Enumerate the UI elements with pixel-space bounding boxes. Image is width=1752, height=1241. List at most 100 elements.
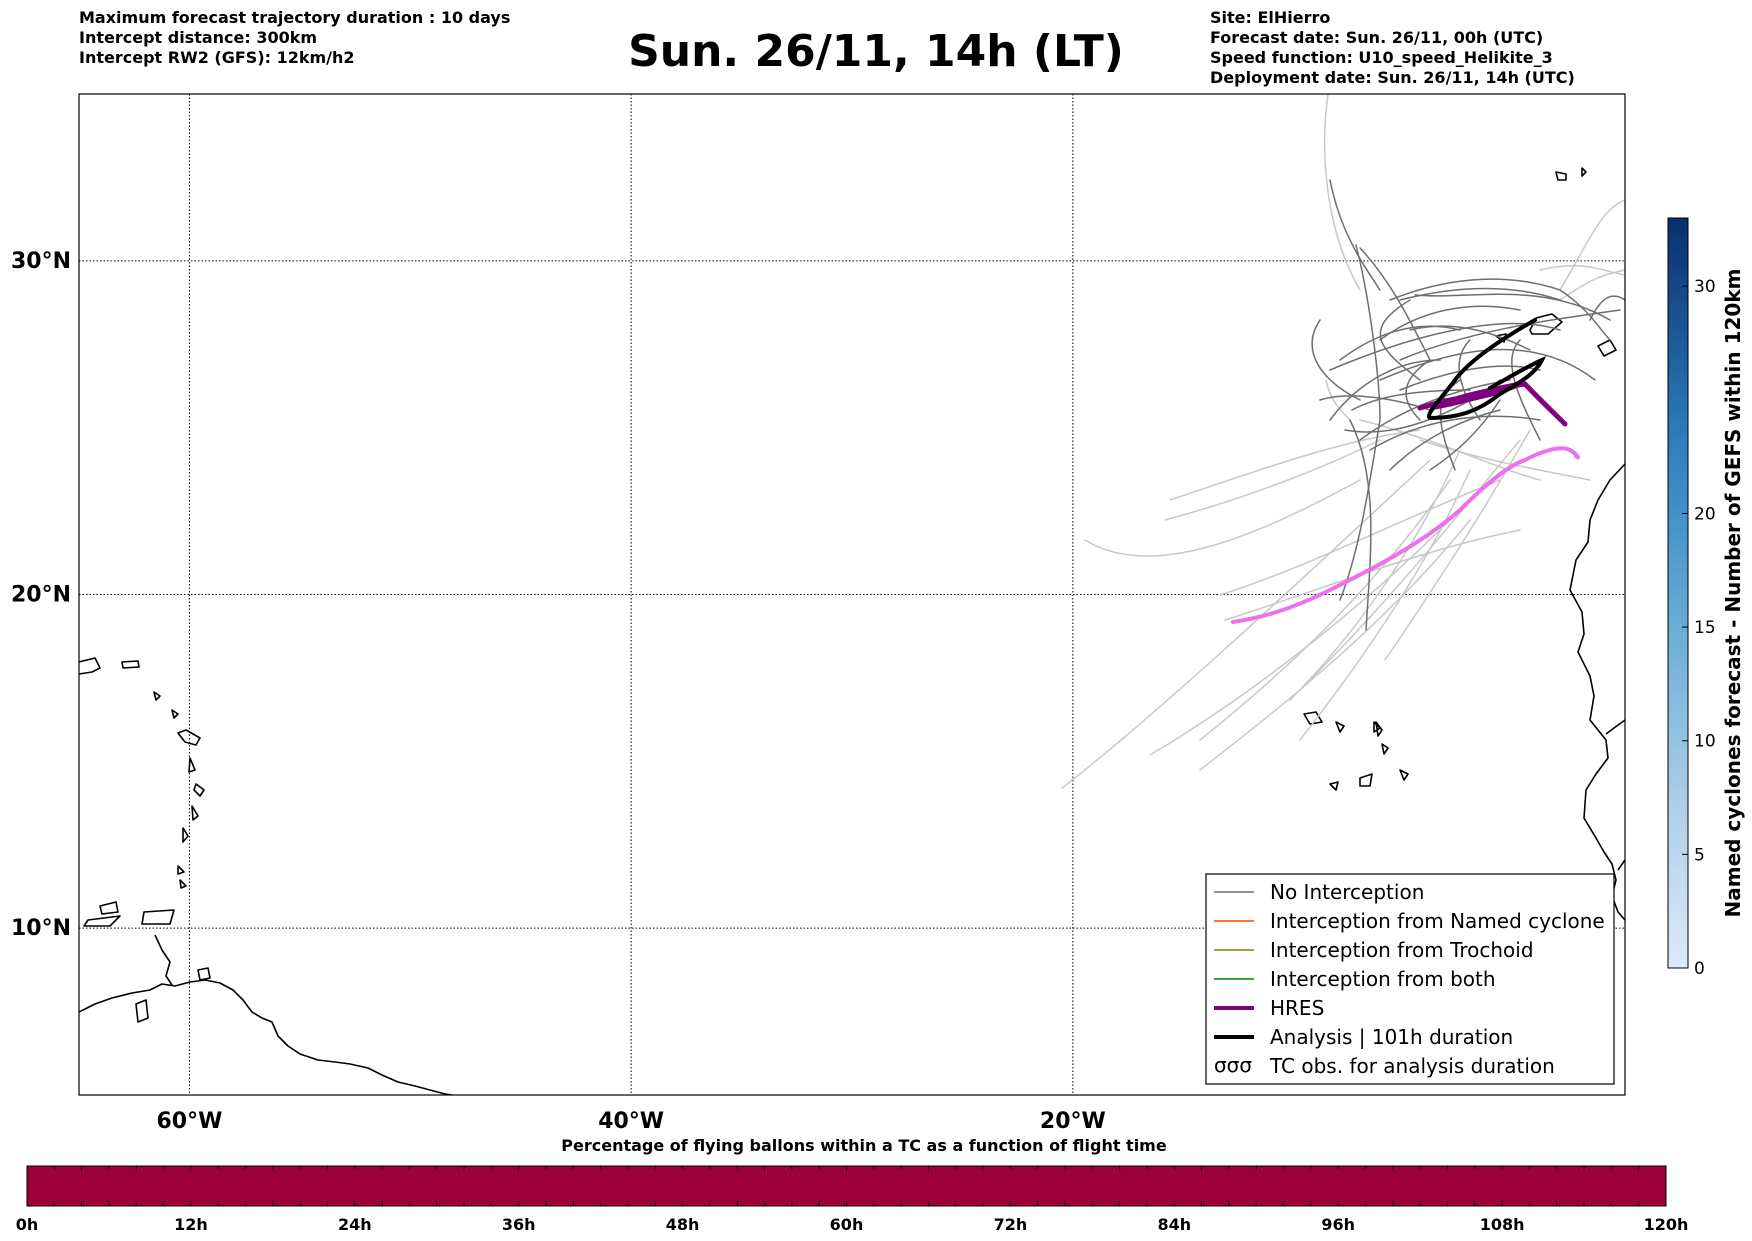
header-forecast-date: Forecast date: Sun. 26/11, 00h (UTC)	[1210, 28, 1544, 47]
lon-tick-label: 40°W	[598, 1109, 664, 1134]
trajectory-no-interception	[1329, 179, 1381, 291]
legend-item: Interception from Trochoid	[1214, 938, 1534, 962]
coastline-island-puertorico	[121, 660, 140, 669]
trajectory-no-interception	[1339, 244, 1381, 601]
legend-label: Interception from Trochoid	[1270, 938, 1534, 962]
coastline-cape-verde	[1303, 711, 1409, 791]
trajectory-no-interception	[1409, 325, 1531, 351]
legend-item: No Interception	[1214, 880, 1424, 904]
coastline-lake-maracaibo	[154, 934, 173, 986]
trajectory-light	[1539, 264, 1625, 276]
trajectory-light	[1359, 419, 1541, 481]
timebar-tick-label: 24h	[338, 1215, 372, 1234]
timebar-tick-label: 84h	[1157, 1215, 1191, 1234]
header-site: Site: ElHierro	[1210, 8, 1331, 27]
timebar-tick-label: 60h	[830, 1215, 864, 1234]
trajectory-no-interception	[1369, 415, 1541, 451]
legend-item: σσσ TC obs. for analysis duration	[1214, 1053, 1555, 1078]
timebar-title: Percentage of flying ballons within a TC…	[561, 1136, 1167, 1155]
trajectory-light	[1169, 429, 1421, 501]
lat-tick-label: 20°N	[11, 583, 71, 608]
trajectory-no-interception	[1329, 322, 1561, 371]
coastline-africa-west	[1569, 463, 1625, 921]
colorbar-tick-label: 30	[1694, 277, 1716, 297]
colorbar-gradient	[1667, 217, 1689, 969]
trajectory-no-interception	[1351, 389, 1471, 411]
colorbar-label: Named cyclones forecast - Number of GEFS…	[1721, 269, 1745, 918]
trajectory-no-interception	[1311, 319, 1361, 401]
trajectory-light	[1559, 199, 1625, 291]
timebar-tick-label: 72h	[994, 1215, 1028, 1234]
longitude-tick-labels: 60°W 40°W 20°W	[156, 1109, 1105, 1134]
trajectory-light	[1325, 379, 1351, 421]
colorbar-tick-label: 10	[1694, 732, 1716, 752]
colorbar-tick-label: 20	[1694, 504, 1716, 524]
trajectory-light	[1061, 459, 1431, 789]
timebar-tick-label: 120h	[1644, 1215, 1689, 1234]
legend-label: TC obs. for analysis duration	[1269, 1054, 1555, 1078]
timebar-tick-label: 96h	[1321, 1215, 1355, 1234]
legend-label: HRES	[1270, 996, 1324, 1020]
timebar-tick-label: 0h	[16, 1215, 39, 1234]
lat-tick-label: 10°N	[11, 916, 71, 941]
colorbar-tick-label: 15	[1694, 618, 1716, 638]
trajectory-light	[1384, 429, 1531, 661]
legend-item: Interception from Named cyclone	[1214, 909, 1605, 933]
legend-item: Interception from both	[1214, 967, 1496, 991]
coastline-island-trinidad	[197, 967, 211, 981]
trajectory-no-interception	[1359, 379, 1511, 441]
map-legend: No Interception Interception from Named c…	[1205, 873, 1615, 1085]
coastline-africa-guinea	[1605, 719, 1625, 871]
lat-tick-label: 30°N	[11, 249, 71, 274]
coastline-island-hispaniola	[79, 657, 101, 675]
trajectory-light	[1199, 519, 1471, 771]
legend-items: No Interception Interception from Named c…	[1214, 880, 1605, 1078]
tc-symbol-icon: σσσ	[1214, 1053, 1252, 1077]
trajectory-light	[1309, 439, 1521, 681]
colorbar-ticks: 0 5 10 15 20 30	[1682, 277, 1716, 979]
header-info-left: Maximum forecast trajectory duration : 1…	[79, 8, 510, 68]
timebar-tick-label: 12h	[174, 1215, 208, 1234]
trajectory-no-interception	[1349, 419, 1372, 631]
header-intercept-distance: Intercept distance: 300km	[79, 28, 318, 47]
timebar-minor-ticks	[26, 1166, 1667, 1206]
trajectory-no-interception	[1379, 305, 1521, 341]
coastline-islands-lesser-antilles	[153, 691, 205, 889]
header-deployment-date: Deployment date: Sun. 26/11, 14h (UTC)	[1210, 68, 1575, 87]
trajectory-no-interception	[1389, 278, 1611, 341]
trajectory-light	[1289, 449, 1461, 701]
legend-label: No Interception	[1270, 880, 1424, 904]
header-info-right: Site: ElHierro Forecast date: Sun. 26/11…	[1210, 8, 1575, 88]
coastline-islands-antilles-south	[83, 901, 175, 1023]
timebar-tick-label: 36h	[502, 1215, 536, 1234]
colorbar-tick-label: 0	[1694, 959, 1705, 979]
page-title: Sun. 26/11, 14h (LT)	[628, 26, 1124, 77]
legend-item: HRES	[1214, 996, 1324, 1020]
timebar-tick-label: 48h	[666, 1215, 700, 1234]
trajectory-light	[1164, 439, 1381, 521]
legend-item: Analysis | 101h duration	[1214, 1025, 1513, 1049]
header-intercept-rw2: Intercept RW2 (GFS): 12km/h2	[79, 48, 355, 67]
timebar-fill	[26, 1165, 1667, 1207]
trajectory-light	[1084, 479, 1361, 557]
timebar-tick-label: 108h	[1480, 1215, 1525, 1234]
named-cyclones-colorbar: 0 5 10 15 20 30 Named cyclones forecast - Num…	[1667, 217, 1745, 979]
lon-tick-label: 60°W	[156, 1109, 222, 1134]
trajectory-no-interception	[1359, 247, 1431, 361]
header-speed-function: Speed function: U10_speed_Helikite_3	[1210, 48, 1553, 67]
trajectory-light	[1199, 479, 1451, 741]
trajectory-light	[1149, 519, 1451, 756]
trajectory-analysis	[1427, 318, 1547, 421]
legend-label: Analysis | 101h duration	[1270, 1025, 1513, 1049]
trajectory-light	[1419, 439, 1591, 481]
trajectory-no-interception	[1405, 359, 1431, 421]
trajectory-no-interception	[1399, 287, 1561, 301]
legend-box	[1205, 873, 1615, 1085]
header-duration: Maximum forecast trajectory duration : 1…	[79, 8, 511, 27]
trajectory-no-interception	[1414, 293, 1611, 321]
trajectory-hres-extension	[1231, 446, 1580, 624]
trajectory-no-interception	[1329, 359, 1441, 421]
lon-tick-label: 20°W	[1040, 1109, 1106, 1134]
trajectory-no-interception	[1589, 295, 1625, 321]
